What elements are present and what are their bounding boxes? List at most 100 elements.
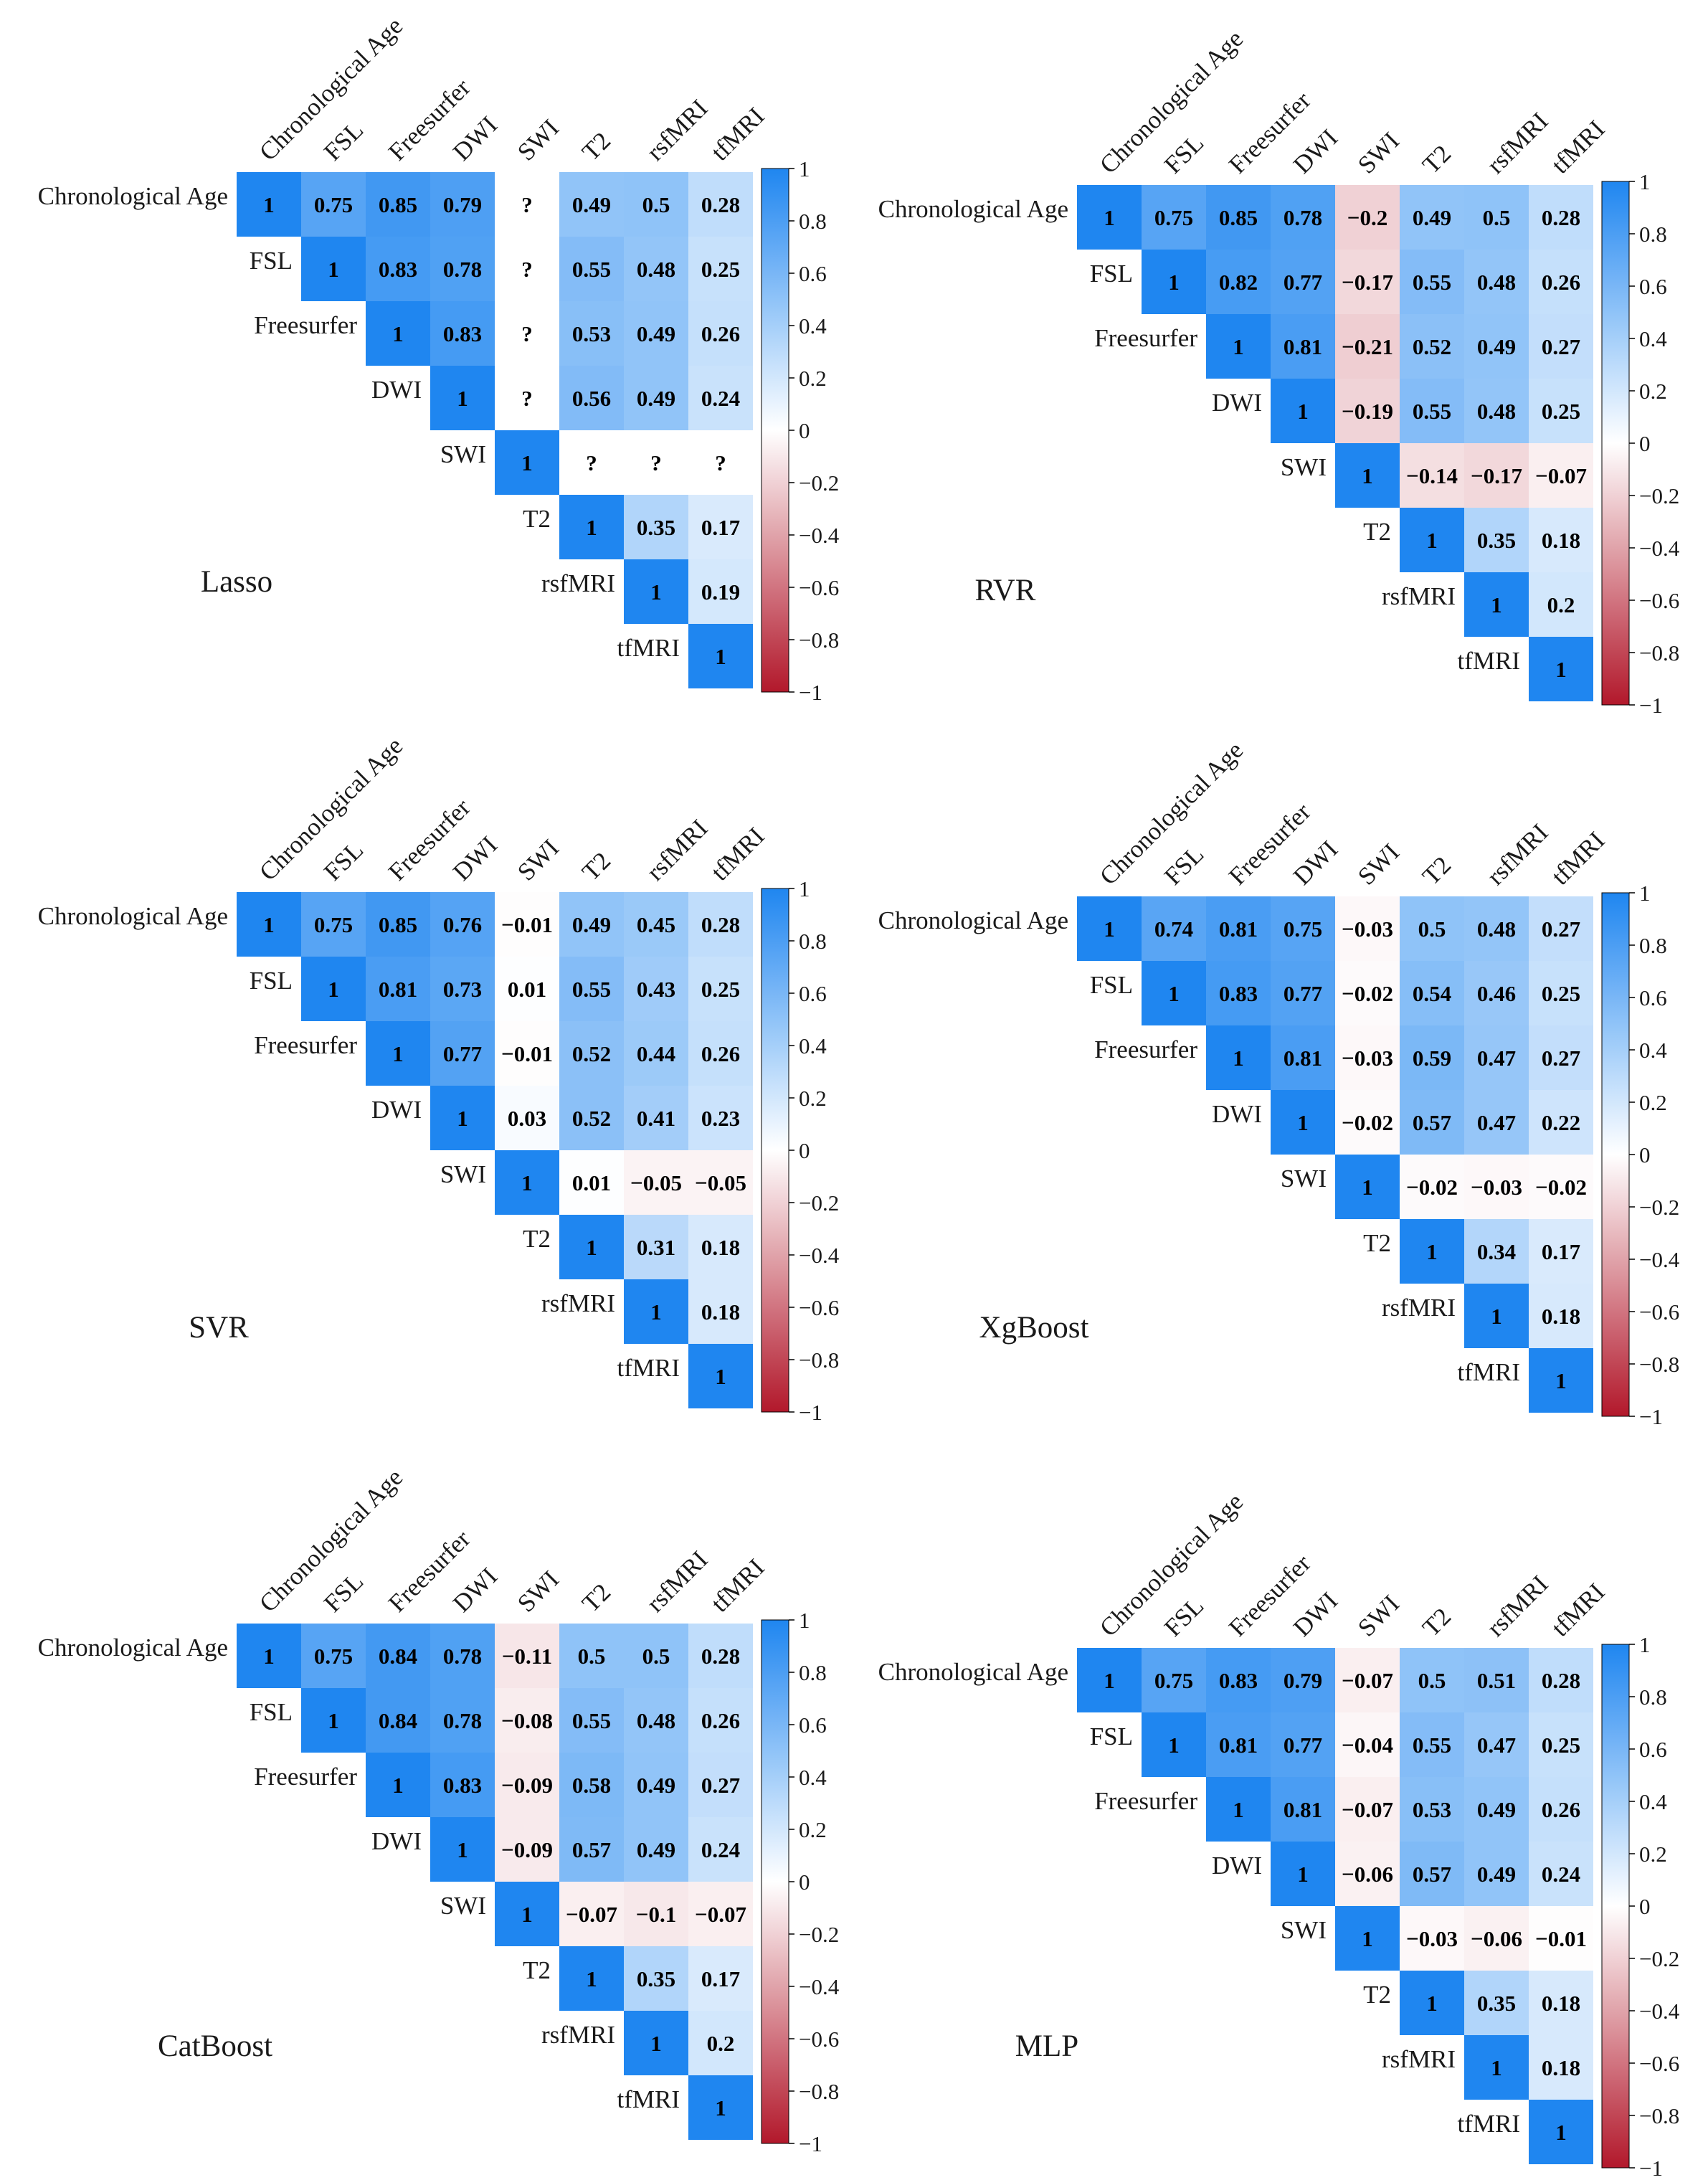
- heatmap-cell: [1464, 1155, 1529, 1219]
- cell-value-label: 1: [650, 1299, 662, 1324]
- cell-value-label: 0.25: [1542, 981, 1580, 1006]
- heatmap-cell: [1464, 2035, 1529, 2100]
- heatmap-cell: [559, 1882, 624, 1946]
- colorbar: [1601, 181, 1630, 706]
- heatmap-cell: [1529, 896, 1593, 961]
- heatmap-cell: [366, 892, 430, 957]
- cell-value-label: 1: [1104, 916, 1115, 942]
- colorbar-tick-label: 0.8: [799, 1660, 827, 1685]
- cell-value-label: 0.28: [701, 1644, 740, 1669]
- heatmap-cell: [688, 2011, 753, 2075]
- cell-value-label: 0.56: [572, 386, 611, 411]
- cell-value-label: 1: [1491, 1304, 1502, 1329]
- cell-value-label: 0.83: [443, 321, 482, 346]
- heatmap-cell: [1464, 1025, 1529, 1090]
- cell-value-label: 0.49: [572, 192, 611, 217]
- cell-value-label: −0.02: [1342, 981, 1393, 1006]
- heatmap-panel-catboost: 1 0.75 0.84 0.78 −0.11 0.5 0.5 0.281 0.84 0.78 −0.…: [38, 1463, 840, 2156]
- heatmap-cell: [1529, 250, 1593, 314]
- heatmap-cell: [559, 957, 624, 1021]
- column-label: T2: [577, 127, 616, 166]
- cell-value-label: 1: [650, 579, 662, 605]
- colorbar-tick-label: 1: [799, 1608, 810, 1633]
- column-label: tfMRI: [1546, 115, 1610, 179]
- heatmap-cell: [430, 237, 495, 301]
- heatmap-cell: [430, 1753, 495, 1817]
- cell-value-label: 0.82: [1219, 270, 1258, 295]
- cell-value-label: 1: [1233, 1797, 1244, 1822]
- row-label: Freesurfer: [254, 1763, 357, 1791]
- cell-value-label: 0.24: [701, 386, 740, 411]
- cell-value-label: 0.81: [1284, 1797, 1322, 1822]
- heatmap-cell: [1529, 443, 1593, 508]
- cell-value-label: 0.78: [443, 1644, 482, 1669]
- colorbar-tick-label: −0.6: [1639, 1299, 1679, 1324]
- heatmap-cell: [1206, 1777, 1271, 1842]
- cell-value-label: 0.28: [701, 912, 740, 937]
- cell-value-label: 1: [457, 1106, 468, 1131]
- column-label: DWI: [447, 831, 503, 886]
- heatmap-cell: [559, 892, 624, 957]
- heatmap-cell: [1529, 1348, 1593, 1413]
- heatmap-cell: [624, 1624, 688, 1688]
- colorbar-tick-label: 0: [1639, 431, 1651, 456]
- cell-value-label: 0.73: [443, 977, 482, 1002]
- row-label: T2: [1363, 1981, 1391, 2009]
- heatmap-cell: [1529, 1025, 1593, 1090]
- cell-value-label: 0.18: [701, 1235, 740, 1260]
- colorbar-tick-label: 0: [1639, 1142, 1651, 1167]
- cell-value-label: −0.03: [1342, 916, 1393, 942]
- cell-value-label: 0.53: [572, 321, 611, 346]
- heatmap-cell: [430, 1817, 495, 1882]
- cell-value-label: 0.28: [701, 192, 740, 217]
- cell-value-label: 0.28: [1542, 1668, 1580, 1693]
- cell-value-label: −0.06: [1471, 1926, 1522, 1951]
- heatmap-cell: [1529, 1712, 1593, 1777]
- cell-value-label: 0.5: [1483, 205, 1511, 230]
- cell-value-label: −0.02: [1535, 1175, 1587, 1200]
- cell-value-label: 0.55: [572, 257, 611, 282]
- colorbar-tick-label: 1: [1639, 881, 1651, 906]
- row-label: DWI: [371, 1096, 422, 1124]
- row-label: Chronological Age: [38, 1634, 228, 1662]
- heatmap-cell: [1464, 1648, 1529, 1712]
- heatmap-cell: [1271, 250, 1335, 314]
- cell-value-label: 0.77: [1284, 1733, 1322, 1758]
- heatmap-cell: [1271, 185, 1335, 250]
- heatmap-cell: [624, 1688, 688, 1753]
- column-label: SWI: [1352, 1590, 1405, 1642]
- cell-value-label: 1: [1555, 1368, 1567, 1393]
- row-label: Chronological Age: [878, 195, 1068, 223]
- colorbar-tick-label: −0.2: [1639, 483, 1679, 508]
- cell-value-label: 0.19: [701, 579, 740, 605]
- row-label: tfMRI: [617, 634, 680, 662]
- colorbar-tick-label: −1: [1639, 693, 1663, 718]
- cell-value-label: 1: [1491, 2055, 1502, 2080]
- cell-value-label: 0.83: [1219, 981, 1258, 1006]
- heatmap-cell: [624, 1215, 688, 1279]
- heatmap-cell: [301, 957, 366, 1021]
- heatmap-cell: [1271, 896, 1335, 961]
- heatmap-cell: [1464, 961, 1529, 1025]
- cell-value-label: 0.28: [1542, 205, 1580, 230]
- heatmap-cell: [1529, 1648, 1593, 1712]
- heatmap-cell: [1464, 443, 1529, 508]
- heatmap-cell: [559, 1215, 624, 1279]
- colorbar-tick-label: 0.2: [1639, 379, 1667, 404]
- colorbar-tick-label: 1: [799, 876, 810, 901]
- heatmap-cell: [624, 366, 688, 430]
- row-label: SWI: [440, 440, 486, 468]
- cell-value-label: 0.5: [1418, 916, 1446, 942]
- heatmap-cell: [1529, 1284, 1593, 1348]
- row-label: SWI: [440, 1160, 486, 1188]
- cell-value-label: 0.48: [1477, 270, 1516, 295]
- heatmap-cell: [1464, 1906, 1529, 1971]
- model-title: Lasso: [201, 565, 272, 599]
- cell-value-label: 0.2: [707, 2031, 735, 2056]
- row-label: tfMRI: [1458, 2110, 1521, 2138]
- colorbar-tick-label: −0.8: [799, 2079, 839, 2104]
- cell-value-label: 0.52: [572, 1041, 611, 1066]
- colorbar-tick-label: 1: [1639, 169, 1651, 194]
- row-label: tfMRI: [617, 2085, 680, 2113]
- heatmap-cell: [624, 1021, 688, 1086]
